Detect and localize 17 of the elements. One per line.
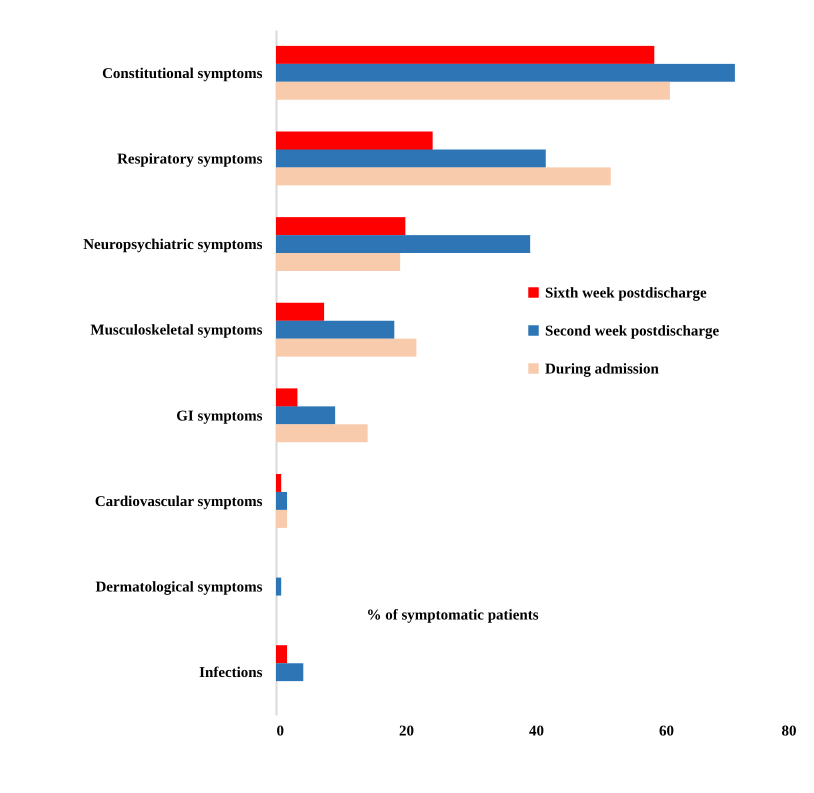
legend-label: Second week postdischarge: [545, 324, 720, 340]
x-tick-label: 80: [782, 724, 796, 740]
y-tick-label: Infections: [199, 665, 263, 682]
y-tick-label: Constitutional symptoms: [102, 66, 263, 82]
x-axis-title: % of symptomatic patients: [366, 608, 539, 624]
x-tick-label: 40: [529, 724, 544, 740]
legend-label: Sixth week postdischarge: [545, 286, 708, 302]
y-tick-label: GI symptoms: [176, 408, 263, 424]
y-tick-label: Dermatological symptoms: [95, 580, 263, 596]
y-tick-label: Neuropsychiatric symptoms: [83, 237, 263, 254]
x-tick-label: 0: [276, 724, 284, 740]
y-tick-label: Musculoskeletal symptoms: [90, 322, 263, 339]
x-tick-label: 60: [659, 724, 674, 740]
y-tick-label: Respiratory symptoms: [117, 151, 263, 168]
x-tick-label: 20: [399, 724, 414, 740]
legend-label: During admission: [545, 362, 660, 378]
y-tick-label: Cardiovascular symptoms: [94, 494, 263, 510]
